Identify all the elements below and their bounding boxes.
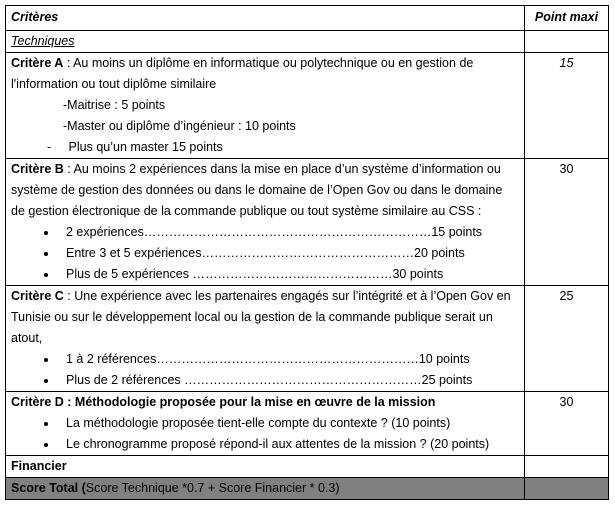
criterion-label: Critère A — [11, 56, 64, 70]
points-header: Point maxi — [524, 5, 609, 31]
criterion-label: Critère D : Méthodologie proposée pour l… — [11, 395, 436, 409]
header-row: Critères Point maxi — [5, 5, 609, 31]
criterion-text: : Une expérience avec les partenaires en… — [11, 289, 511, 345]
criterion-points: 30 — [524, 158, 609, 286]
list-item: -Maitrise : 5 points — [63, 98, 166, 112]
financier-label: Financier — [11, 459, 67, 473]
total-formula: Score Technique *0.7 + Score Financier *… — [85, 481, 340, 495]
list-item: 2 expériences……………………………………………………………15 p… — [58, 222, 519, 243]
techniques-row: Techniques — [5, 30, 609, 53]
criterion-d-row: Critère D : Méthodologie proposée pour l… — [5, 391, 609, 456]
list-item: -Master ou diplôme d’ingénieur : 10 poin… — [63, 119, 296, 133]
criterion-points: 30 — [524, 391, 609, 456]
criterion-points: 15 — [524, 52, 609, 159]
total-label: Score Total ( — [11, 481, 86, 495]
list-item: - Plus qu’un master 15 points — [47, 140, 223, 154]
list-item: La méthodologie proposée tient-elle comp… — [58, 413, 519, 434]
techniques-label: Techniques — [11, 34, 75, 48]
criterion-text: : Au moins 2 expériences dans la mise en… — [11, 162, 503, 218]
list-item: Entre 3 et 5 expériences…………………………………………… — [58, 243, 519, 264]
criterion-points: 25 — [524, 285, 609, 392]
criterion-label: Critère B — [11, 162, 64, 176]
criterion-label: Critère C — [11, 289, 64, 303]
evaluation-criteria-table: Critères Point maxi Techniques Critère A… — [5, 5, 609, 500]
criterion-c-row: Critère C : Une expérience avec les part… — [5, 285, 609, 392]
list-item: Le chronogramme proposé répond-il aux at… — [58, 434, 519, 455]
list-item: Plus de 2 références …………………………………………………… — [58, 370, 519, 391]
financier-row: Financier — [5, 455, 609, 478]
criterion-b-row: Critère B : Au moins 2 expériences dans … — [5, 158, 609, 286]
criteria-header: Critères — [5, 5, 525, 31]
criterion-a-row: Critère A : Au moins un diplôme en infor… — [5, 52, 609, 159]
criterion-text: : Au moins un diplôme en informatique ou… — [11, 56, 474, 91]
list-item: 1 à 2 références………………………………………………………10 … — [58, 349, 519, 370]
total-row: Score Total (Score Technique *0.7 + Scor… — [5, 477, 609, 500]
list-item: Plus de 5 expériences …………………………………………30… — [58, 264, 519, 285]
